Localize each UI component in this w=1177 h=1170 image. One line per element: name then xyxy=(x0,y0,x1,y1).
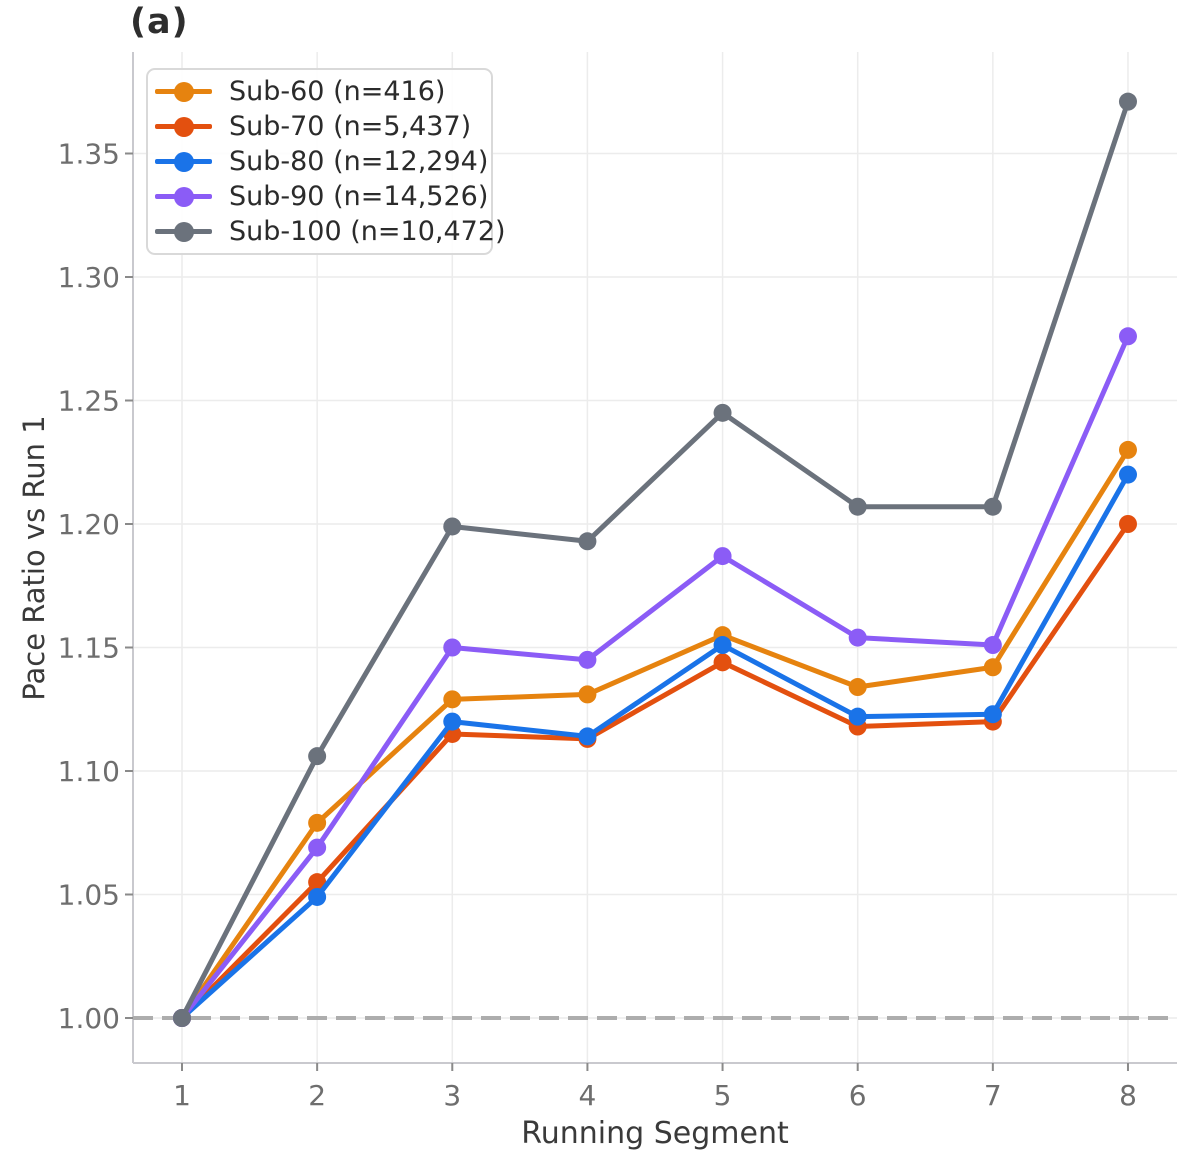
data-point-marker xyxy=(578,532,597,551)
data-point-marker xyxy=(848,678,867,697)
x-tick-label: 4 xyxy=(579,1079,597,1112)
data-point-marker xyxy=(308,838,327,857)
data-point-marker xyxy=(443,712,462,731)
legend-item-sub-70: Sub-70 (n=5,437) xyxy=(148,110,491,144)
y-tick-label: 1.10 xyxy=(58,755,120,788)
data-point-marker xyxy=(848,707,867,726)
x-tick-label: 8 xyxy=(1119,1079,1137,1112)
series-line xyxy=(179,521,1131,1021)
y-tick-labels: 1.00 1.05 1.10 1.15 1.20 1.25 1.30 1.35 xyxy=(58,138,120,1036)
data-point-marker xyxy=(713,547,732,566)
series-line xyxy=(179,472,1131,1021)
data-point-marker xyxy=(983,705,1002,724)
x-tick-label: 5 xyxy=(714,1079,732,1112)
y-tick-label: 1.00 xyxy=(58,1002,120,1035)
legend: Sub-60 (n=416) Sub-70 (n=5,437) Sub-80 (n=… xyxy=(146,68,506,255)
x-tick-label: 1 xyxy=(173,1079,191,1112)
x-tick-labels: 1 2 3 4 5 6 7 8 xyxy=(173,1079,1137,1112)
y-tick-label: 1.15 xyxy=(58,632,120,665)
data-point-marker xyxy=(578,727,597,746)
legend-item-sub-100: Sub-100 (n=10,472) xyxy=(148,215,506,249)
panel-title: (a) xyxy=(130,2,189,42)
legend-label: Sub-70 (n=5,437) xyxy=(229,111,472,142)
data-point-marker xyxy=(1118,465,1137,484)
legend-item-sub-90: Sub-90 (n=14,526) xyxy=(148,180,491,214)
x-tick-label: 7 xyxy=(984,1079,1002,1112)
data-point-marker xyxy=(308,887,327,906)
data-point-marker xyxy=(308,813,327,832)
legend-marker-icon xyxy=(155,116,212,137)
legend-marker-icon xyxy=(155,186,212,207)
series-sub-80 xyxy=(173,465,1137,1027)
x-tick-label: 3 xyxy=(443,1079,461,1112)
series-line xyxy=(179,447,1131,1021)
data-point-marker xyxy=(578,650,597,669)
data-point-marker xyxy=(1118,327,1137,346)
legend-label: Sub-80 (n=12,294) xyxy=(229,146,489,177)
series-line xyxy=(179,99,1131,1021)
x-tick-label: 6 xyxy=(849,1079,867,1112)
data-point-marker xyxy=(983,658,1002,677)
data-point-marker xyxy=(308,873,327,892)
data-point-marker xyxy=(713,653,732,672)
series-sub-100 xyxy=(173,92,1137,1027)
y-tick-label: 1.35 xyxy=(58,138,120,171)
data-point-marker xyxy=(578,685,597,704)
data-point-marker xyxy=(713,636,732,655)
data-point-marker xyxy=(443,517,462,536)
data-point-marker xyxy=(173,1009,191,1027)
legend-label: Sub-60 (n=416) xyxy=(229,76,446,107)
data-point-marker xyxy=(443,638,462,657)
legend-marker-icon xyxy=(155,151,212,172)
data-point-marker xyxy=(713,403,732,422)
data-point-marker xyxy=(308,747,327,766)
y-tick-label: 1.20 xyxy=(58,508,120,541)
data-point-marker xyxy=(1118,440,1137,459)
data-point-marker xyxy=(1118,515,1137,533)
legend-item-sub-60: Sub-60 (n=416) xyxy=(148,75,491,109)
series-line xyxy=(179,333,1131,1021)
data-point-marker xyxy=(983,497,1002,516)
data-point-marker xyxy=(443,690,462,709)
legend-label: Sub-90 (n=14,526) xyxy=(229,181,489,212)
legend-label: Sub-100 (n=10,472) xyxy=(229,216,506,247)
y-tick-label: 1.05 xyxy=(58,879,120,912)
data-point-marker xyxy=(983,636,1002,655)
data-point-marker xyxy=(848,497,867,516)
legend-marker-icon xyxy=(155,221,212,242)
x-tick-label: 2 xyxy=(308,1079,326,1112)
legend-marker-icon xyxy=(155,81,212,102)
y-tick-label: 1.25 xyxy=(58,385,120,418)
tick-marks xyxy=(125,152,1129,1071)
x-axis-label: Running Segment xyxy=(521,1116,789,1151)
y-tick-label: 1.30 xyxy=(58,261,120,294)
y-axis-label: Pace Ratio vs Run 1 xyxy=(17,415,51,701)
data-point-marker xyxy=(848,628,867,647)
legend-item-sub-80: Sub-80 (n=12,294) xyxy=(148,145,491,179)
data-point-marker xyxy=(1118,92,1137,111)
